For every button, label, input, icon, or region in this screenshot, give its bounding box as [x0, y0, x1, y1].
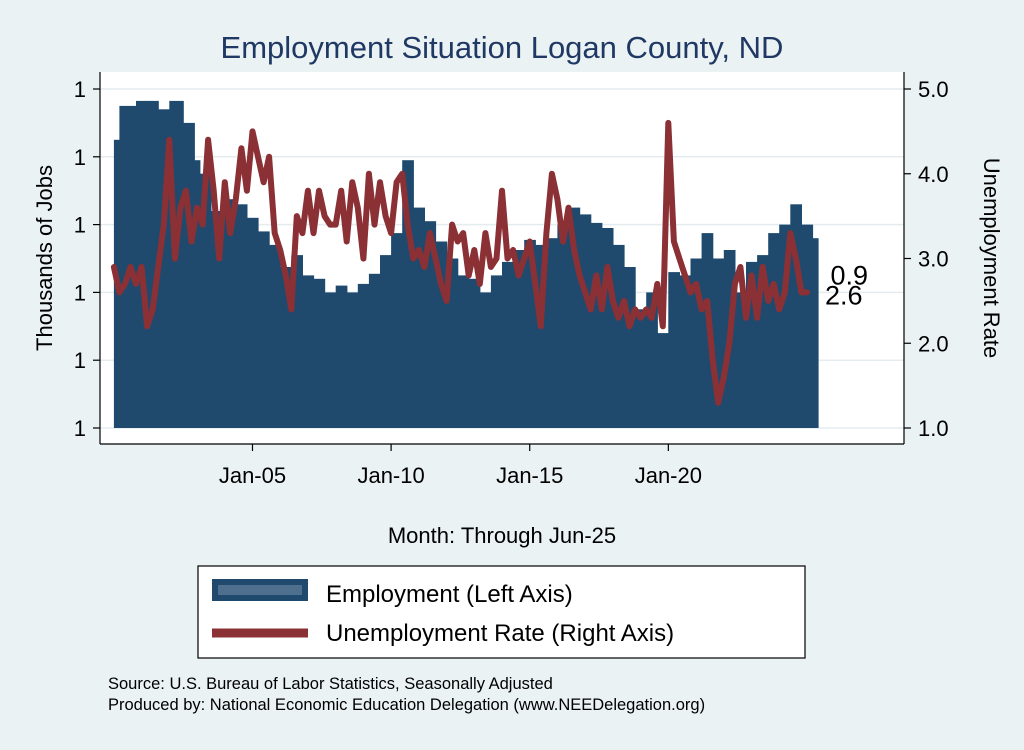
y-left-tick-label: 1	[74, 213, 86, 238]
employment-bar	[258, 231, 270, 428]
employment-bar	[535, 244, 547, 428]
employment-bar	[280, 267, 292, 428]
employment-bar	[391, 233, 403, 428]
employment-bar	[690, 258, 703, 428]
unemployment-line-group	[110, 119, 810, 406]
employment-bar	[668, 272, 680, 428]
employment-bar	[790, 204, 802, 428]
chart-title: Employment Situation Logan County, ND	[221, 30, 784, 65]
employment-bar	[524, 239, 536, 428]
employment-bar	[801, 224, 814, 428]
employment-bar	[269, 244, 281, 428]
employment-bar	[479, 292, 492, 428]
y-axis-right-label: Unemployment Rate	[979, 158, 1004, 359]
legend: Employment (Left Axis) Unemployment Rate…	[197, 565, 806, 659]
employment-bar	[679, 275, 692, 428]
employment-bar	[746, 261, 758, 428]
employment-bar	[368, 273, 381, 428]
employment-bar	[183, 122, 195, 429]
employment-bar	[601, 228, 614, 428]
employment-bar	[380, 255, 392, 428]
employment-bar	[590, 222, 603, 428]
y-left-tick-label: 1	[74, 280, 86, 305]
employment-end-label: 0.9	[831, 260, 869, 290]
x-axis-label: Month: Through Jun-25	[388, 523, 616, 548]
unemployment-line	[110, 119, 810, 406]
x-tick-label: Jan-15	[496, 463, 563, 488]
employment-bar	[568, 207, 581, 428]
x-tick-label: Jan-10	[357, 463, 424, 488]
employment-bar	[424, 221, 437, 428]
employment-bar	[335, 285, 348, 428]
legend-label-employment: Employment (Left Axis)	[326, 581, 573, 608]
producer-note: Produced by: National Economic Education…	[108, 696, 705, 714]
end-labels: 0.92.6	[825, 260, 868, 310]
employment-bar	[313, 278, 326, 428]
employment-bar	[357, 283, 370, 428]
y-right-tick-label: 1.0	[918, 416, 949, 441]
employment-bar	[468, 278, 481, 428]
employment-bar	[579, 214, 592, 428]
employment-bar	[413, 207, 425, 428]
employment-bar	[546, 238, 559, 428]
employment-bar	[557, 224, 570, 428]
employment-bar	[435, 241, 448, 428]
employment-bar	[147, 100, 159, 429]
employment-bar	[768, 233, 780, 428]
employment-bar	[402, 160, 414, 428]
employment-bar	[235, 204, 248, 428]
y-left-tick-label: 1	[74, 348, 86, 373]
employment-bar	[158, 109, 170, 429]
y-right-tick-label: 4.0	[918, 162, 949, 187]
employment-bar	[779, 224, 791, 428]
y-right-tick-label: 2.0	[918, 331, 949, 356]
legend-swatch-employment-inner	[218, 585, 302, 595]
y-axis-left-label: Thousands of Jobs	[32, 165, 57, 351]
employment-bar	[712, 258, 725, 428]
axes: 1 1 1 1 1 1 1.0 2.0 3.0 4.0 5.0 Jan-05 Jan-10 Jan-15 J…	[74, 72, 949, 488]
employment-bar	[224, 199, 237, 428]
y-left-tick-label: 1	[74, 145, 86, 170]
employment-bar	[346, 292, 359, 428]
y-left-tick-label: 1	[74, 416, 86, 441]
x-tick-label: Jan-05	[219, 463, 286, 488]
x-tick-label: Jan-20	[635, 463, 702, 488]
employment-bar	[646, 292, 658, 428]
employment-bar	[199, 173, 212, 428]
employment-bar	[812, 238, 819, 428]
y-right-tick-label: 5.0	[918, 77, 949, 102]
employment-bar	[291, 255, 303, 428]
employment-bar	[757, 255, 769, 428]
employment-bar	[624, 267, 636, 428]
employment-bar	[194, 160, 201, 428]
employment-bars	[113, 100, 819, 429]
legend-label-unemployment: Unemployment Rate (Right Axis)	[326, 620, 674, 647]
employment-bar	[324, 292, 337, 428]
employment-bar	[457, 275, 470, 428]
employment-bar	[302, 275, 315, 428]
y-left-tick-label: 1	[74, 77, 86, 102]
unemployment-end-label: 2.6	[825, 280, 863, 310]
y-right-tick-label: 3.0	[918, 247, 949, 272]
employment-bar	[490, 275, 503, 428]
source-note: Source: U.S. Bureau of Labor Statistics,…	[108, 675, 553, 693]
employment-bar	[210, 211, 226, 428]
employment-bar	[734, 292, 747, 428]
employment-bar	[635, 309, 647, 428]
employment-bar	[657, 333, 669, 428]
employment-bar	[612, 244, 625, 428]
employment-bar	[502, 261, 514, 428]
employment-bar	[246, 217, 259, 428]
employment-bar	[446, 258, 459, 428]
employment-bar	[513, 250, 525, 428]
employment-bar	[119, 105, 129, 429]
